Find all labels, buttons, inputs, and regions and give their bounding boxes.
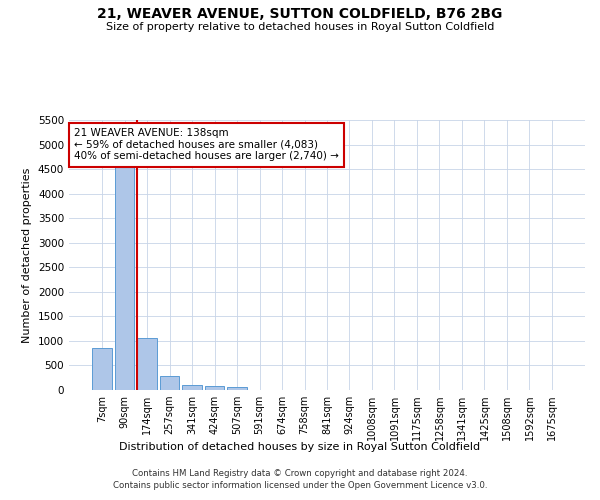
- Text: Contains public sector information licensed under the Open Government Licence v3: Contains public sector information licen…: [113, 481, 487, 490]
- Bar: [227, 387, 247, 390]
- Y-axis label: Number of detached properties: Number of detached properties: [22, 168, 32, 342]
- Text: Contains HM Land Registry data © Crown copyright and database right 2024.: Contains HM Land Registry data © Crown c…: [132, 468, 468, 477]
- Bar: [205, 386, 224, 390]
- Text: 21, WEAVER AVENUE, SUTTON COLDFIELD, B76 2BG: 21, WEAVER AVENUE, SUTTON COLDFIELD, B76…: [97, 8, 503, 22]
- Bar: [160, 376, 179, 390]
- Bar: [92, 348, 112, 390]
- Text: Size of property relative to detached houses in Royal Sutton Coldfield: Size of property relative to detached ho…: [106, 22, 494, 32]
- Bar: [137, 338, 157, 390]
- Text: Distribution of detached houses by size in Royal Sutton Coldfield: Distribution of detached houses by size …: [119, 442, 481, 452]
- Bar: [182, 385, 202, 390]
- Bar: [115, 164, 134, 390]
- Text: 21 WEAVER AVENUE: 138sqm
← 59% of detached houses are smaller (4,083)
40% of sem: 21 WEAVER AVENUE: 138sqm ← 59% of detach…: [74, 128, 339, 162]
